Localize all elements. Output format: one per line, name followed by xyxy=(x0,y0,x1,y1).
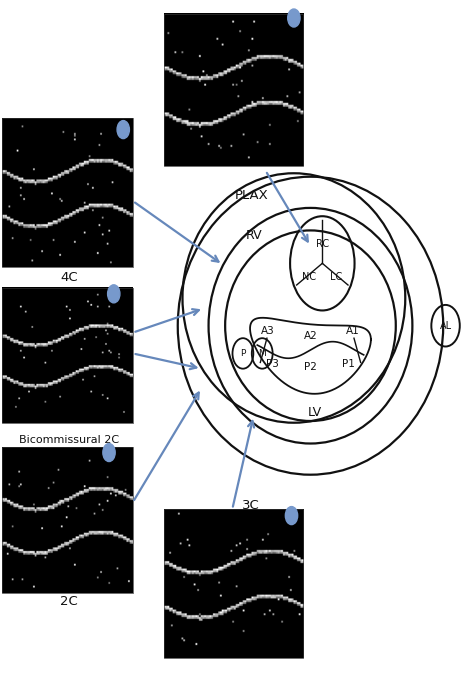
Bar xyxy=(2,288,133,423)
Text: RC: RC xyxy=(316,239,329,249)
Text: P: P xyxy=(240,349,246,358)
Text: M: M xyxy=(258,349,266,358)
Text: LC: LC xyxy=(330,272,343,282)
Bar xyxy=(164,14,303,166)
Text: 4C: 4C xyxy=(60,271,78,283)
Circle shape xyxy=(285,507,298,525)
Text: P1: P1 xyxy=(342,359,355,369)
Text: P3: P3 xyxy=(266,359,279,369)
Bar xyxy=(2,447,133,593)
Circle shape xyxy=(108,285,120,303)
Circle shape xyxy=(288,9,300,27)
Text: P2: P2 xyxy=(304,362,317,372)
Text: 2C: 2C xyxy=(60,595,78,608)
Text: A2: A2 xyxy=(303,331,318,341)
Text: RV: RV xyxy=(245,229,262,242)
Text: NC: NC xyxy=(302,272,316,282)
Circle shape xyxy=(117,121,129,139)
Text: AL: AL xyxy=(439,321,452,331)
Text: A3: A3 xyxy=(261,326,275,336)
Text: Bicommissural 2C: Bicommissural 2C xyxy=(18,435,119,445)
Text: A1: A1 xyxy=(346,326,360,336)
Bar xyxy=(164,509,303,658)
Text: 3C: 3C xyxy=(242,500,260,512)
Text: PLAX: PLAX xyxy=(234,189,268,202)
Circle shape xyxy=(103,444,115,462)
Text: LV: LV xyxy=(308,406,322,419)
Bar xyxy=(2,118,133,267)
